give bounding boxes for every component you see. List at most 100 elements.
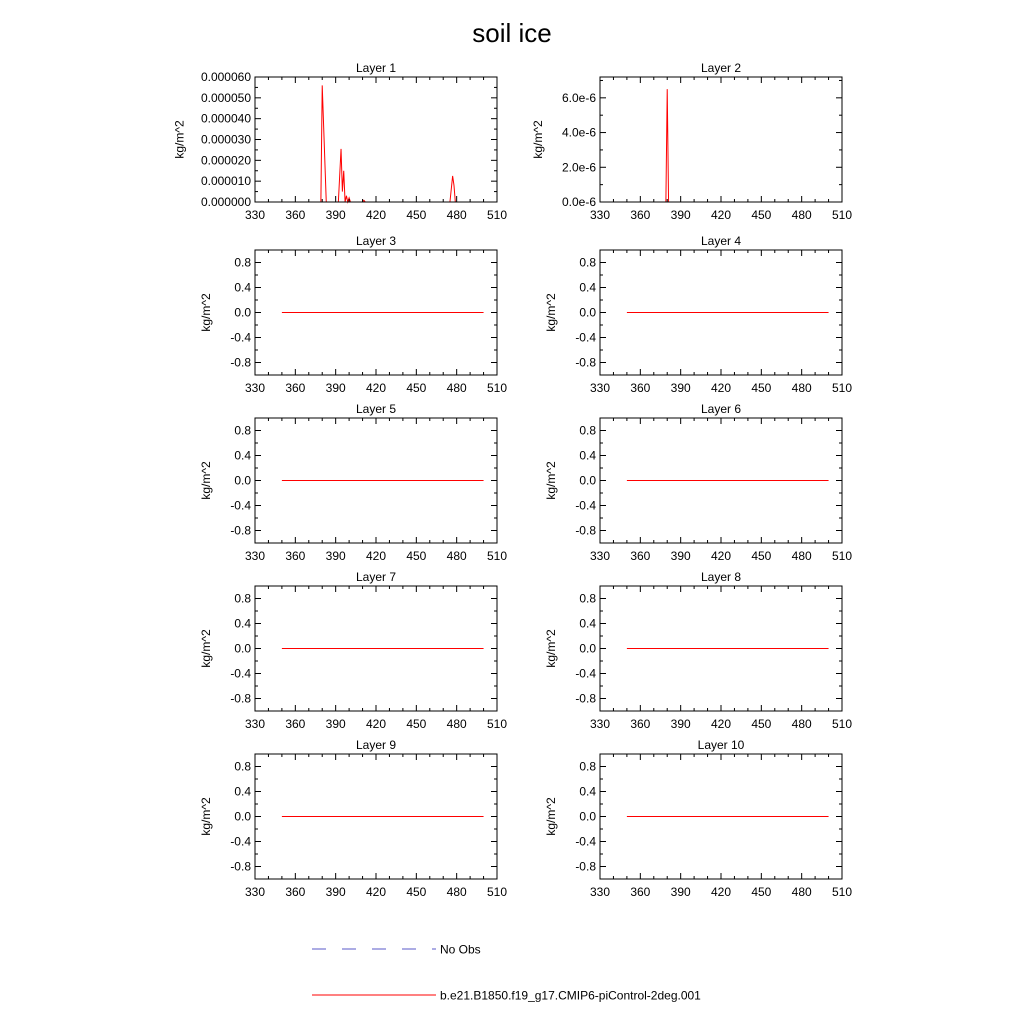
layer-5-frame [254,417,498,544]
legend-no-obs-label: No Obs [440,943,481,957]
layer-8-xtick-label: 420 [711,717,731,731]
layer-5-xtick-label: 390 [326,549,346,563]
layer-3-xtick-label: 330 [245,381,265,395]
layer-1-xtick-label: 420 [366,208,386,222]
layer-9-xtick-label: 360 [285,885,305,899]
layer-4-xtick-label: 360 [630,381,650,395]
layer-9-xtick-label: 450 [406,885,426,899]
layer-1-ytick-label: 0.000050 [201,91,251,105]
layer-5-ytick-label: 0.0 [234,474,251,488]
layer-3-xtick-label: 360 [285,381,305,395]
layer-3-ylabel: kg/m^2 [199,293,213,332]
layer-5-ytick-label: -0.8 [230,524,251,538]
layer-5-ytick-label: 0.4 [234,449,251,463]
figure-title: soil ice [472,18,551,48]
layer-1-ytick-label: 0.000010 [201,174,251,188]
layer-1-title: Layer 1 [356,61,396,75]
layer-1-xtick-label: 390 [326,208,346,222]
layer-4-ytick-label: 0.0 [579,306,596,320]
layer-6-panel: Layer 6 330 360 390 420 450 480 510 -0.8 -0.4 0.0 0… [544,402,852,563]
layer-7-ytick-label: 0.0 [234,642,251,656]
layer-5-xtick-label: 480 [447,549,467,563]
layer-5-xtick-label: 450 [406,549,426,563]
layer-1-xtick-label: 330 [245,208,265,222]
layer-1-ylabel: kg/m^2 [172,120,186,159]
layer-6-xtick-label: 360 [630,549,650,563]
layer-9-ytick-label: 0.0 [234,810,251,824]
layer-8-ylabel: kg/m^2 [544,629,558,668]
layer-4-ylabel: kg/m^2 [544,293,558,332]
layer-9-xtick-label: 420 [366,885,386,899]
layer-7-title: Layer 7 [356,570,396,584]
layer-3-ytick-label: 0.4 [234,281,251,295]
layer-5-panel: Layer 5 330 360 390 420 450 480 510 -0.8 -0.4 0.0 0… [199,402,507,563]
layer-3-ytick-label: 0.8 [234,256,251,270]
layer-8-panel: Layer 8 330 360 390 420 450 480 510 -0.8 -0.4 0.0 0… [544,570,852,731]
layer-7-xtick-label: 480 [447,717,467,731]
layer-7-xtick-label: 450 [406,717,426,731]
layer-9-ytick-label: 0.4 [234,785,251,799]
layer-1-ytick-label: 0.000020 [201,153,251,167]
layer-5-ytick-label: 0.8 [234,424,251,438]
layer-2-ytick-label: 2.0e-6 [562,160,596,174]
layer-10-xtick-label: 420 [711,885,731,899]
layer-3-title: Layer 3 [356,234,396,248]
layer-10-xtick-label: 390 [671,885,691,899]
layer-1-panel: Layer 1 330 360 390 420 450 480 510 0.000000 0.00… [172,61,507,222]
layer-9-panel: Layer 9 330 360 390 420 450 480 510 -0.8 -0.4 0.0 0… [199,738,507,899]
layer-2-frame [599,76,843,203]
layer-6-ytick-label: -0.8 [575,524,596,538]
layer-8-xtick-label: 330 [590,717,610,731]
layer-10-panel: Layer 10 330 360 390 420 450 480 510 -0.8 -0.4 0.0… [544,738,852,899]
layer-2-xtick-label: 390 [671,208,691,222]
layer-8-ytick-label: -0.8 [575,692,596,706]
layer-9-xtick-label: 510 [487,885,507,899]
layer-6-xtick-label: 330 [590,549,610,563]
layer-3-xtick-label: 420 [366,381,386,395]
layer-1-xtick-label: 510 [487,208,507,222]
layer-6-ylabel: kg/m^2 [544,461,558,500]
layer-5-ytick-label: -0.4 [230,499,251,513]
layer-7-frame [254,585,498,712]
layer-7-xtick-label: 420 [366,717,386,731]
layer-3-ytick-label: 0.0 [234,306,251,320]
layer-2-ylabel: kg/m^2 [531,120,545,159]
layer-2-xtick-label: 330 [590,208,610,222]
layer-6-xtick-label: 390 [671,549,691,563]
layer-3-xtick-label: 390 [326,381,346,395]
layer-8-ytick-label: 0.8 [579,592,596,606]
layer-4-xtick-label: 450 [751,381,771,395]
layer-4-frame [599,249,843,376]
layer-10-ylabel: kg/m^2 [544,797,558,836]
layer-6-xtick-label: 480 [792,549,812,563]
layer-6-frame [599,417,843,544]
layer-9-ytick-label: 0.8 [234,760,251,774]
layer-4-ytick-label: -0.4 [575,331,596,345]
layer-9-frame [254,753,498,880]
layer-8-xtick-label: 480 [792,717,812,731]
legend-model-label: b.e21.B1850.f19_g17.CMIP6-piControl-2deg… [440,989,701,1003]
layer-6-xtick-label: 510 [832,549,852,563]
layer-6-ytick-label: -0.4 [575,499,596,513]
layer-7-ylabel: kg/m^2 [199,629,213,668]
layer-2-xtick-label: 450 [751,208,771,222]
layer-8-xtick-label: 390 [671,717,691,731]
layer-2-title: Layer 2 [701,61,741,75]
layer-3-xtick-label: 450 [406,381,426,395]
layer-6-ytick-label: 0.0 [579,474,596,488]
layer-7-xtick-label: 510 [487,717,507,731]
layer-3-frame [254,249,498,376]
layer-1-series-line-1 [281,85,484,204]
layer-10-xtick-label: 480 [792,885,812,899]
layer-3-ytick-label: -0.8 [230,356,251,370]
layer-10-xtick-label: 360 [630,885,650,899]
layer-10-xtick-label: 330 [590,885,610,899]
legend: No Obs b.e21.B1850.f19_g17.CMIP6-piContr… [312,943,701,1003]
layer-7-ytick-label: -0.8 [230,692,251,706]
layer-7-xtick-label: 330 [245,717,265,731]
layer-6-xtick-label: 450 [751,549,771,563]
layer-5-xtick-label: 330 [245,549,265,563]
layer-10-ytick-label: -0.4 [575,835,596,849]
